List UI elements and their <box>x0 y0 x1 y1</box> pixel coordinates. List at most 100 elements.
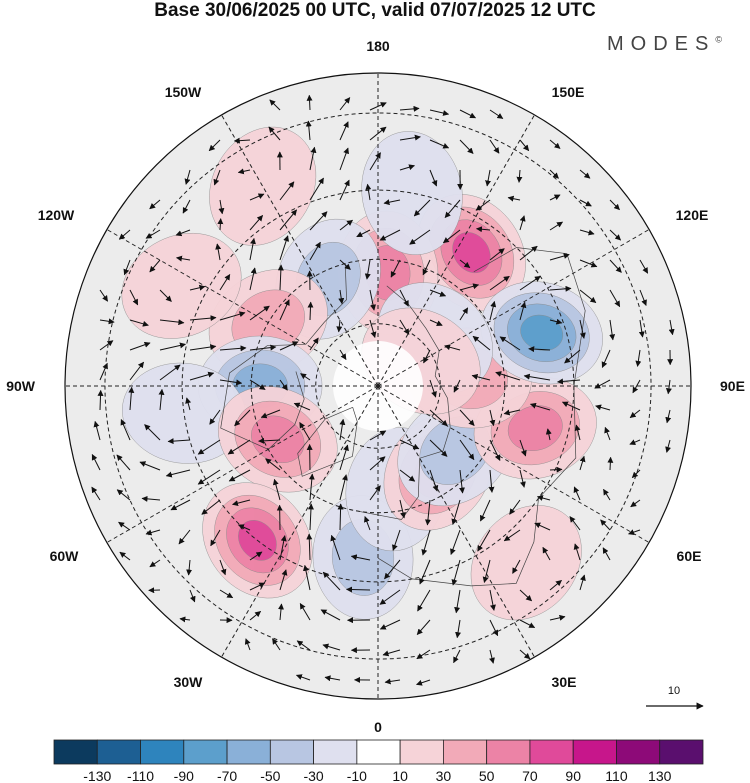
wind-arrow <box>277 264 284 291</box>
wind-arrow <box>519 301 527 321</box>
colorbar-tick-label: -10 <box>347 768 367 783</box>
wind-arrow <box>123 259 131 276</box>
wind-arrow <box>489 139 500 154</box>
wind-arrow <box>249 193 265 201</box>
wind-arrow <box>549 318 563 325</box>
wind-arrow <box>186 559 193 576</box>
wind-arrow <box>488 469 495 493</box>
wind-arrow <box>604 426 611 441</box>
wind-arrow <box>165 469 191 478</box>
wind-arrow <box>549 466 563 473</box>
latitude-circle <box>315 323 441 449</box>
wind-arrow <box>129 319 149 327</box>
anomaly-blob <box>121 232 242 339</box>
wind-arrow <box>279 181 295 201</box>
wind-arrow <box>120 419 131 441</box>
wind-arrow <box>429 379 437 398</box>
wind-arrow <box>454 589 461 614</box>
wind-arrow <box>176 255 191 262</box>
wind-arrow <box>629 409 641 418</box>
wind-arrow <box>184 169 191 185</box>
wind-arrow <box>416 679 431 686</box>
wind-arrow <box>429 469 439 492</box>
wind-arrow <box>557 378 581 385</box>
wind-arrow <box>422 259 431 276</box>
polar-map: 180 0 90E 90W 150E 120E 60E 30E 150W 120… <box>6 38 745 783</box>
wind-arrow <box>631 469 641 479</box>
wind-arrow <box>296 640 311 651</box>
wind-arrow <box>665 439 671 453</box>
wind-arrow <box>472 335 491 351</box>
anomaly-blob <box>480 281 603 385</box>
wind-arrow <box>91 453 101 471</box>
wind-arrow <box>260 409 281 419</box>
colorbar-tick-label: 30 <box>436 768 452 783</box>
wind-arrow <box>534 522 551 531</box>
wind-arrow <box>489 649 495 664</box>
map-title: Base 30/06/2025 00 UTC, valid 07/07/2025… <box>154 0 596 21</box>
wind-arrow <box>339 444 349 471</box>
wind-arrow <box>369 152 381 171</box>
meridian-line <box>377 114 535 387</box>
lon-label-120w: 120W <box>38 207 75 223</box>
wind-arrow <box>442 229 461 244</box>
coastline <box>355 285 451 520</box>
wind-arrow <box>528 346 551 353</box>
wind-arrow <box>459 409 475 427</box>
wind-arrow <box>638 319 645 338</box>
colorbar-tick-label: -130 <box>83 768 111 783</box>
wind-arrow <box>475 199 491 211</box>
wind-arrow <box>339 474 348 501</box>
colorbar-tick-label: 10 <box>392 768 408 783</box>
wind-arrow <box>167 438 191 445</box>
wind-arrow <box>382 649 401 657</box>
wind-arrow <box>416 619 431 636</box>
wind-arrow <box>268 126 281 141</box>
wind-arrow <box>549 614 566 621</box>
wind-arrow <box>595 404 611 411</box>
lon-label-30e: 30E <box>552 674 577 690</box>
wind-arrow <box>170 499 191 511</box>
wind-arrow <box>471 373 491 381</box>
wind-arrow <box>542 546 551 561</box>
wind-arrow <box>451 499 461 525</box>
wind-arrow <box>369 485 381 501</box>
wind-arrow <box>182 199 191 214</box>
wind-arrow <box>144 424 161 441</box>
wind-arrow <box>208 139 221 152</box>
wind-arrow <box>390 259 401 278</box>
wind-arrow <box>339 418 346 441</box>
wind-arrow <box>459 259 471 268</box>
lon-label-180: 180 <box>366 38 390 54</box>
wind-arrow <box>258 437 281 444</box>
lon-label-150w: 150W <box>165 84 202 100</box>
modes-logo: MODES© <box>607 33 722 56</box>
wind-arrow <box>249 611 262 621</box>
wind-arrow <box>564 349 581 364</box>
wind-arrow <box>579 455 586 471</box>
wind-arrow <box>269 99 281 111</box>
map-disk-border <box>64 72 692 700</box>
wind-arrow <box>330 534 341 561</box>
wind-arrow <box>293 402 311 411</box>
wind-arrow <box>320 609 341 621</box>
wind-arrow <box>128 386 135 411</box>
wind-arrow <box>322 571 341 591</box>
coastline <box>377 247 586 587</box>
wind-arrow <box>545 428 552 441</box>
wind-arrow <box>278 603 284 621</box>
wind-arrow <box>189 589 196 603</box>
lon-label-60w: 60W <box>50 548 80 564</box>
wind-arrow <box>429 289 447 297</box>
wind-arrow <box>639 289 647 306</box>
meridian-line <box>377 385 650 543</box>
wind-arrow <box>399 134 421 141</box>
wind-arrow <box>549 285 572 292</box>
wind-arrow <box>628 529 641 535</box>
wind-arrow <box>479 499 491 522</box>
wind-arrow <box>489 619 499 637</box>
wind-arrow <box>210 529 221 547</box>
wind-arrow <box>118 521 131 531</box>
wind-arrow <box>635 349 642 367</box>
wind-arrow <box>429 139 450 149</box>
